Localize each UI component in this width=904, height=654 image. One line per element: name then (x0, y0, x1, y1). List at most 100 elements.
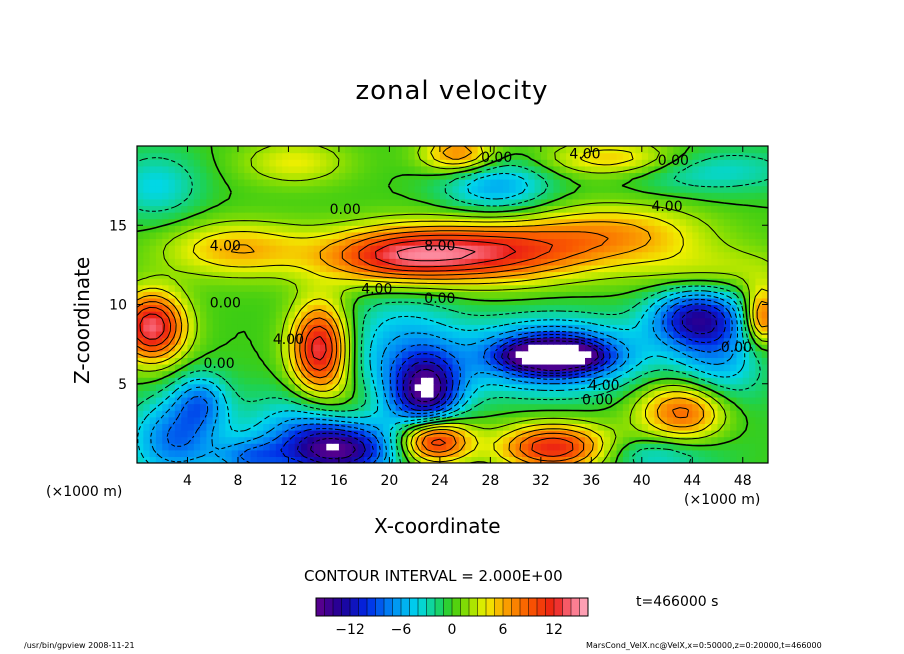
heatmap-cell (225, 324, 233, 332)
heatmap-cell (660, 403, 668, 411)
heatmap-cell (250, 443, 258, 451)
heatmap-cell (610, 278, 618, 286)
heatmap-cell (206, 251, 214, 259)
heatmap-cell (206, 258, 214, 266)
heatmap-cell (383, 350, 390, 358)
heatmap-cell (250, 396, 258, 405)
heatmap-cell (275, 146, 283, 154)
heatmap-cell (181, 185, 189, 193)
heatmap-cell (692, 165, 700, 174)
heatmap-cell (597, 192, 605, 200)
heatmap-cell (212, 172, 220, 180)
heatmap-cell (629, 357, 637, 365)
heatmap-cell (389, 258, 397, 266)
heatmap-cell (433, 370, 441, 378)
heatmap-cell (137, 271, 144, 279)
heatmap-cell (256, 198, 264, 207)
heatmap-cell (578, 251, 586, 259)
heatmap-cell (206, 192, 214, 200)
heatmap-cell (181, 449, 189, 457)
heatmap-cell (389, 146, 397, 154)
heatmap-cell (181, 436, 189, 444)
heatmap-cell (389, 396, 397, 405)
heatmap-cell (414, 449, 422, 457)
heatmap-cell (282, 396, 290, 405)
heatmap-cell (439, 297, 447, 306)
heatmap-cell (338, 225, 346, 233)
heatmap-cell (755, 198, 763, 207)
heatmap-cell (509, 324, 517, 332)
heatmap-cell (357, 159, 365, 167)
heatmap-cell (408, 205, 416, 213)
heatmap-cell (408, 456, 416, 463)
heatmap-cell (704, 185, 712, 193)
heatmap-cell (660, 383, 668, 391)
heatmap-cell (521, 377, 529, 385)
heatmap-cell (711, 390, 719, 398)
heatmap-cell (294, 370, 302, 378)
heatmap-cell (484, 370, 491, 378)
heatmap-cell (200, 165, 208, 174)
heatmap-cell (616, 212, 624, 220)
heatmap-cell (212, 390, 220, 398)
heatmap-cell (149, 330, 157, 339)
heatmap-cell (679, 410, 687, 418)
heatmap-cell (534, 152, 542, 160)
heatmap-cell (629, 291, 637, 299)
heatmap-cell (395, 159, 403, 167)
heatmap-cell (667, 403, 674, 411)
heatmap-cell (433, 337, 441, 345)
heatmap-cell (345, 146, 353, 154)
heatmap-cell (667, 449, 674, 457)
heatmap-cell (566, 449, 573, 457)
heatmap-cell (225, 330, 233, 339)
heatmap-cell (654, 396, 662, 405)
heatmap-cell (168, 251, 176, 259)
heatmap-cell (679, 212, 687, 220)
heatmap-cell (357, 324, 365, 332)
heatmap-cell (509, 264, 517, 273)
heatmap-cell (275, 410, 283, 418)
heatmap-cell (566, 363, 573, 372)
heatmap-cell (256, 297, 264, 306)
heatmap-cell (496, 258, 504, 266)
heatmap-cell (616, 370, 624, 378)
heatmap-cell (275, 291, 283, 299)
heatmap-cell (345, 403, 353, 411)
footer-right: MarsCond_VelX.nc@VelX,x=0:50000,z=0:2000… (586, 641, 822, 650)
heatmap-cell (206, 396, 214, 405)
heatmap-cell (395, 383, 403, 391)
heatmap-cell (749, 304, 756, 312)
heatmap-cell (338, 218, 346, 226)
heatmap-cell (616, 377, 624, 385)
heatmap-cell (395, 198, 403, 207)
heatmap-cell (225, 350, 233, 358)
heatmap-cell (433, 456, 441, 463)
heatmap-cell (667, 416, 674, 424)
heatmap-cell (471, 205, 479, 213)
heatmap-cell (225, 317, 233, 325)
heatmap-cell (206, 337, 214, 345)
heatmap-cell (502, 179, 510, 187)
heatmap-cell (446, 443, 454, 451)
heatmap-cell (408, 146, 416, 154)
heatmap-cell (654, 436, 662, 444)
heatmap-cell (155, 330, 163, 339)
heatmap-cell (345, 231, 353, 240)
heatmap-cell (364, 357, 372, 365)
heatmap-cell (515, 443, 523, 451)
heatmap-cell (439, 317, 447, 325)
heatmap-cell (187, 159, 195, 167)
heatmap-cell (534, 258, 542, 266)
heatmap-cell (616, 271, 624, 279)
heatmap-cell (326, 264, 334, 273)
heatmap-cell (641, 218, 649, 226)
heatmap-cell (338, 212, 346, 220)
heatmap-cell (376, 443, 384, 451)
heatmap-cell (319, 436, 327, 444)
heatmap-cell (679, 350, 687, 358)
heatmap-cell (313, 205, 321, 213)
heatmap-cell (193, 231, 201, 240)
heatmap-cell (439, 311, 447, 319)
heatmap-cell (553, 146, 561, 154)
